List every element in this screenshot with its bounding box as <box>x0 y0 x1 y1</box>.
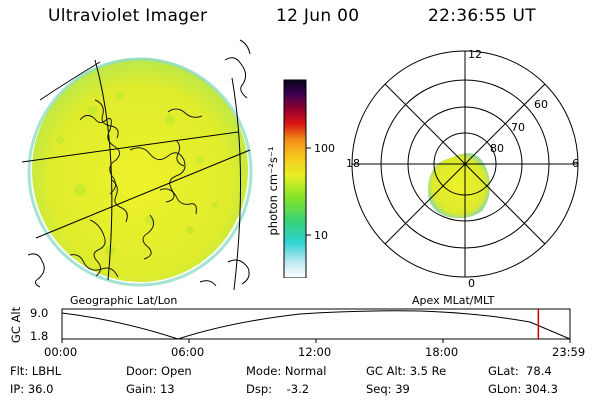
earth-disk <box>27 57 253 287</box>
seq-status: Seq: 39 <box>366 382 410 396</box>
timeline-ytick-bottom: 1.8 <box>30 329 49 343</box>
polar-caption: Apex MLat/MLT <box>412 294 495 307</box>
mlat-label-60: 60 <box>534 98 548 111</box>
altitude-curve <box>61 310 571 340</box>
gc-alt-status: GC Alt: 3.5 Re <box>366 364 447 378</box>
mode-status: Mode: Normal <box>246 364 327 378</box>
colorbar-tick-10: 10 <box>314 229 328 242</box>
mlat-label-80: 80 <box>490 142 504 155</box>
filter-status: Flt: LBHL <box>10 364 62 378</box>
gain-status: Gain: 13 <box>126 382 175 396</box>
mlt-label-0: 0 <box>468 277 475 290</box>
geographic-caption: Geographic Lat/Lon <box>70 294 178 307</box>
timeline-xtick-2359: 23:59 <box>552 345 586 359</box>
auroral-oval <box>428 153 490 219</box>
coastlines <box>69 99 203 278</box>
timeline-xtick-1200: 12:00 <box>298 345 332 359</box>
timeline-xtick-0600: 06:00 <box>171 345 205 359</box>
timeline-xtick-1800: 18:00 <box>425 345 459 359</box>
colorbar-tick-100: 100 <box>314 142 335 155</box>
dsp-status: Dsp: -3.2 <box>246 382 310 396</box>
instrument-title: Ultraviolet Imager <box>48 6 208 26</box>
glon-status: GLon: 304.3 <box>488 382 558 396</box>
colorbar <box>283 79 311 278</box>
mlt-label-6: 6 <box>572 157 579 170</box>
timeline-xtick-0000: 00:00 <box>44 345 78 359</box>
colorbar-scale <box>283 79 307 278</box>
timeline-ytick-top: 9.0 <box>30 306 49 320</box>
mlat-label-70: 70 <box>511 121 525 134</box>
observation-time: 22:36:55 UT <box>428 6 536 26</box>
coastlines-outside <box>27 39 251 288</box>
timeline-ticks <box>61 339 571 343</box>
mlt-label-18: 18 <box>346 157 360 170</box>
door-status: Door: Open <box>126 364 192 378</box>
polar-grid <box>351 50 579 278</box>
observation-date: 12 Jun 00 <box>276 6 360 26</box>
geographic-grid <box>21 59 251 291</box>
ip-status: IP: 36.0 <box>10 382 54 396</box>
glat-status: GLat: 78.4 <box>488 364 552 378</box>
timeline-ylabel: GC Alt <box>9 306 24 344</box>
mlt-label-12: 12 <box>468 48 482 61</box>
